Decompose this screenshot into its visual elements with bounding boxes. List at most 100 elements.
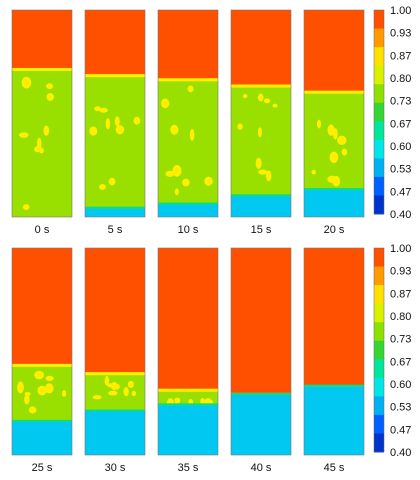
bubble — [105, 117, 111, 130]
time-label: 25 s — [32, 462, 53, 474]
colorbar-tick: 0.60 — [390, 141, 411, 153]
top-region — [85, 248, 145, 373]
panel-1: 5 s — [84, 9, 146, 236]
lower-interface — [304, 188, 364, 191]
colorbar-tick: 0.80 — [390, 73, 411, 85]
bubble — [161, 98, 170, 109]
bottom-region — [158, 204, 218, 217]
bubble — [22, 204, 30, 211]
lower-interface — [158, 202, 218, 205]
panel-7: 35 s — [157, 247, 219, 474]
colorbar-0: 1.00 0.93 0.87 0.80 0.73 0.67 0.60 0.53 0.47 0.40 — [373, 5, 411, 221]
colorbar-frame — [373, 9, 385, 215]
bottom-region — [304, 386, 364, 455]
top-region — [231, 10, 291, 85]
bubble — [24, 394, 30, 405]
bubble — [332, 175, 341, 187]
colorbar-tick: 0.53 — [390, 402, 411, 414]
bubble — [174, 188, 179, 196]
colorbar-swatch — [374, 102, 384, 122]
panel-8: 40 s — [230, 247, 292, 474]
colorbar-tick: 0.47 — [390, 424, 411, 436]
bubble — [61, 389, 67, 398]
bubble — [187, 85, 194, 93]
time-label: 10 s — [178, 224, 199, 236]
top-region — [12, 248, 72, 364]
upper-interface — [231, 84, 291, 88]
colorbar-swatch — [374, 84, 384, 104]
panel-frame — [230, 247, 292, 456]
upper-interface — [158, 78, 218, 82]
colorbar-swatch — [374, 322, 384, 342]
colorbar-tick: 0.73 — [390, 334, 411, 346]
bubble — [37, 385, 47, 396]
lower-interface — [231, 392, 291, 395]
bubble — [108, 390, 118, 396]
bubble — [329, 151, 339, 163]
bubble — [18, 132, 29, 138]
bottom-region — [85, 411, 145, 455]
bubble — [257, 93, 264, 102]
colorbar-swatch — [374, 121, 384, 141]
bubble — [34, 370, 45, 380]
bubble — [189, 128, 195, 141]
bubble — [237, 123, 243, 130]
time-label: 45 s — [324, 462, 345, 474]
colorbar-tick: 0.93 — [390, 28, 411, 40]
lower-interface — [85, 206, 145, 209]
bubble — [133, 116, 141, 125]
bubble — [127, 380, 134, 389]
top-region — [304, 10, 364, 91]
bubble — [17, 381, 24, 394]
bubble — [266, 170, 272, 182]
colorbar-swatch — [374, 359, 384, 379]
panel-frame — [157, 247, 219, 456]
colorbar-swatch — [374, 176, 384, 196]
upper-interface — [85, 74, 145, 78]
bubble — [21, 76, 32, 89]
time-label: 30 s — [105, 462, 126, 474]
bubble — [165, 170, 175, 177]
lower-interface — [12, 419, 72, 422]
colorbar-swatch — [374, 28, 384, 48]
panel-3: 15 s — [230, 9, 292, 236]
colorbar-swatch — [374, 303, 384, 323]
colorbar-swatch — [374, 414, 384, 434]
bubble — [257, 127, 262, 138]
panel-frame — [84, 247, 146, 456]
colorbar-tick: 0.87 — [390, 50, 411, 62]
colorbar-tick: 0.93 — [390, 266, 411, 278]
colorbar-frame — [373, 247, 385, 453]
panel-6: 30 s — [84, 247, 146, 474]
panel-frame — [230, 9, 292, 218]
time-label: 15 s — [251, 224, 272, 236]
panel-frame — [84, 9, 146, 218]
colorbar-tick: 0.60 — [390, 379, 411, 391]
time-label: 0 s — [35, 224, 50, 236]
bubble — [107, 383, 114, 388]
bottom-region — [158, 405, 218, 455]
upper-interface — [85, 372, 145, 376]
colorbar-tick: 1.00 — [390, 5, 411, 17]
colorbar-swatch — [374, 266, 384, 286]
bubble — [272, 103, 278, 108]
time-label: 40 s — [251, 462, 272, 474]
colorbar-swatch — [374, 248, 384, 268]
top-region — [231, 248, 291, 393]
colorbars: 1.00 0.93 0.87 0.80 0.73 0.67 0.60 0.53 0.47 0.40… — [373, 5, 411, 459]
bubble — [341, 148, 348, 156]
colorbar-swatch — [374, 340, 384, 360]
panel-5: 25 s — [11, 247, 73, 474]
panel-2: 10 s — [157, 9, 219, 236]
bubble — [327, 124, 335, 136]
bubble — [46, 83, 54, 90]
panel-frame — [303, 247, 365, 456]
bubble — [131, 390, 137, 397]
bubble — [114, 116, 120, 127]
colorbar-swatch — [374, 195, 384, 215]
panel-4: 20 s — [303, 9, 365, 236]
bubble — [99, 184, 106, 190]
bubble — [258, 169, 268, 175]
upper-interface — [12, 363, 72, 367]
bubble — [263, 98, 271, 104]
